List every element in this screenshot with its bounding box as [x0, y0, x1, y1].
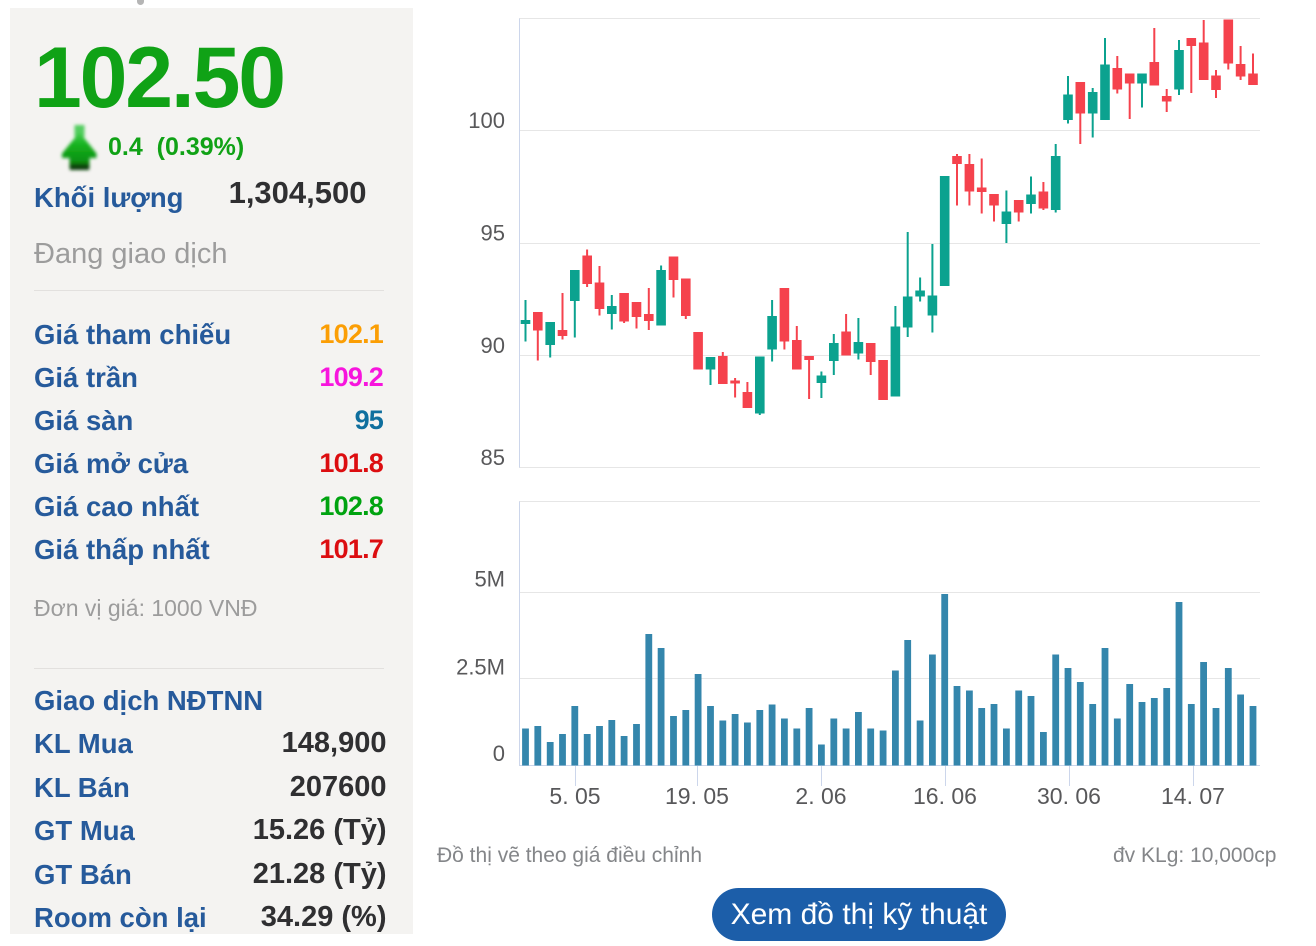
svg-text:0: 0 — [493, 741, 505, 766]
svg-text:19. 05: 19. 05 — [665, 783, 729, 809]
svg-text:85: 85 — [481, 445, 505, 470]
svg-text:100: 100 — [468, 108, 505, 133]
svg-text:5M: 5M — [474, 567, 505, 592]
svg-text:2.5M: 2.5M — [456, 655, 505, 680]
svg-text:14. 07: 14. 07 — [1161, 783, 1225, 809]
svg-text:16. 06: 16. 06 — [913, 783, 977, 809]
svg-text:5. 05: 5. 05 — [549, 783, 600, 809]
svg-text:90: 90 — [481, 333, 505, 358]
svg-text:95: 95 — [481, 221, 505, 246]
svg-text:30. 06: 30. 06 — [1037, 783, 1101, 809]
svg-text:2. 06: 2. 06 — [795, 783, 846, 809]
